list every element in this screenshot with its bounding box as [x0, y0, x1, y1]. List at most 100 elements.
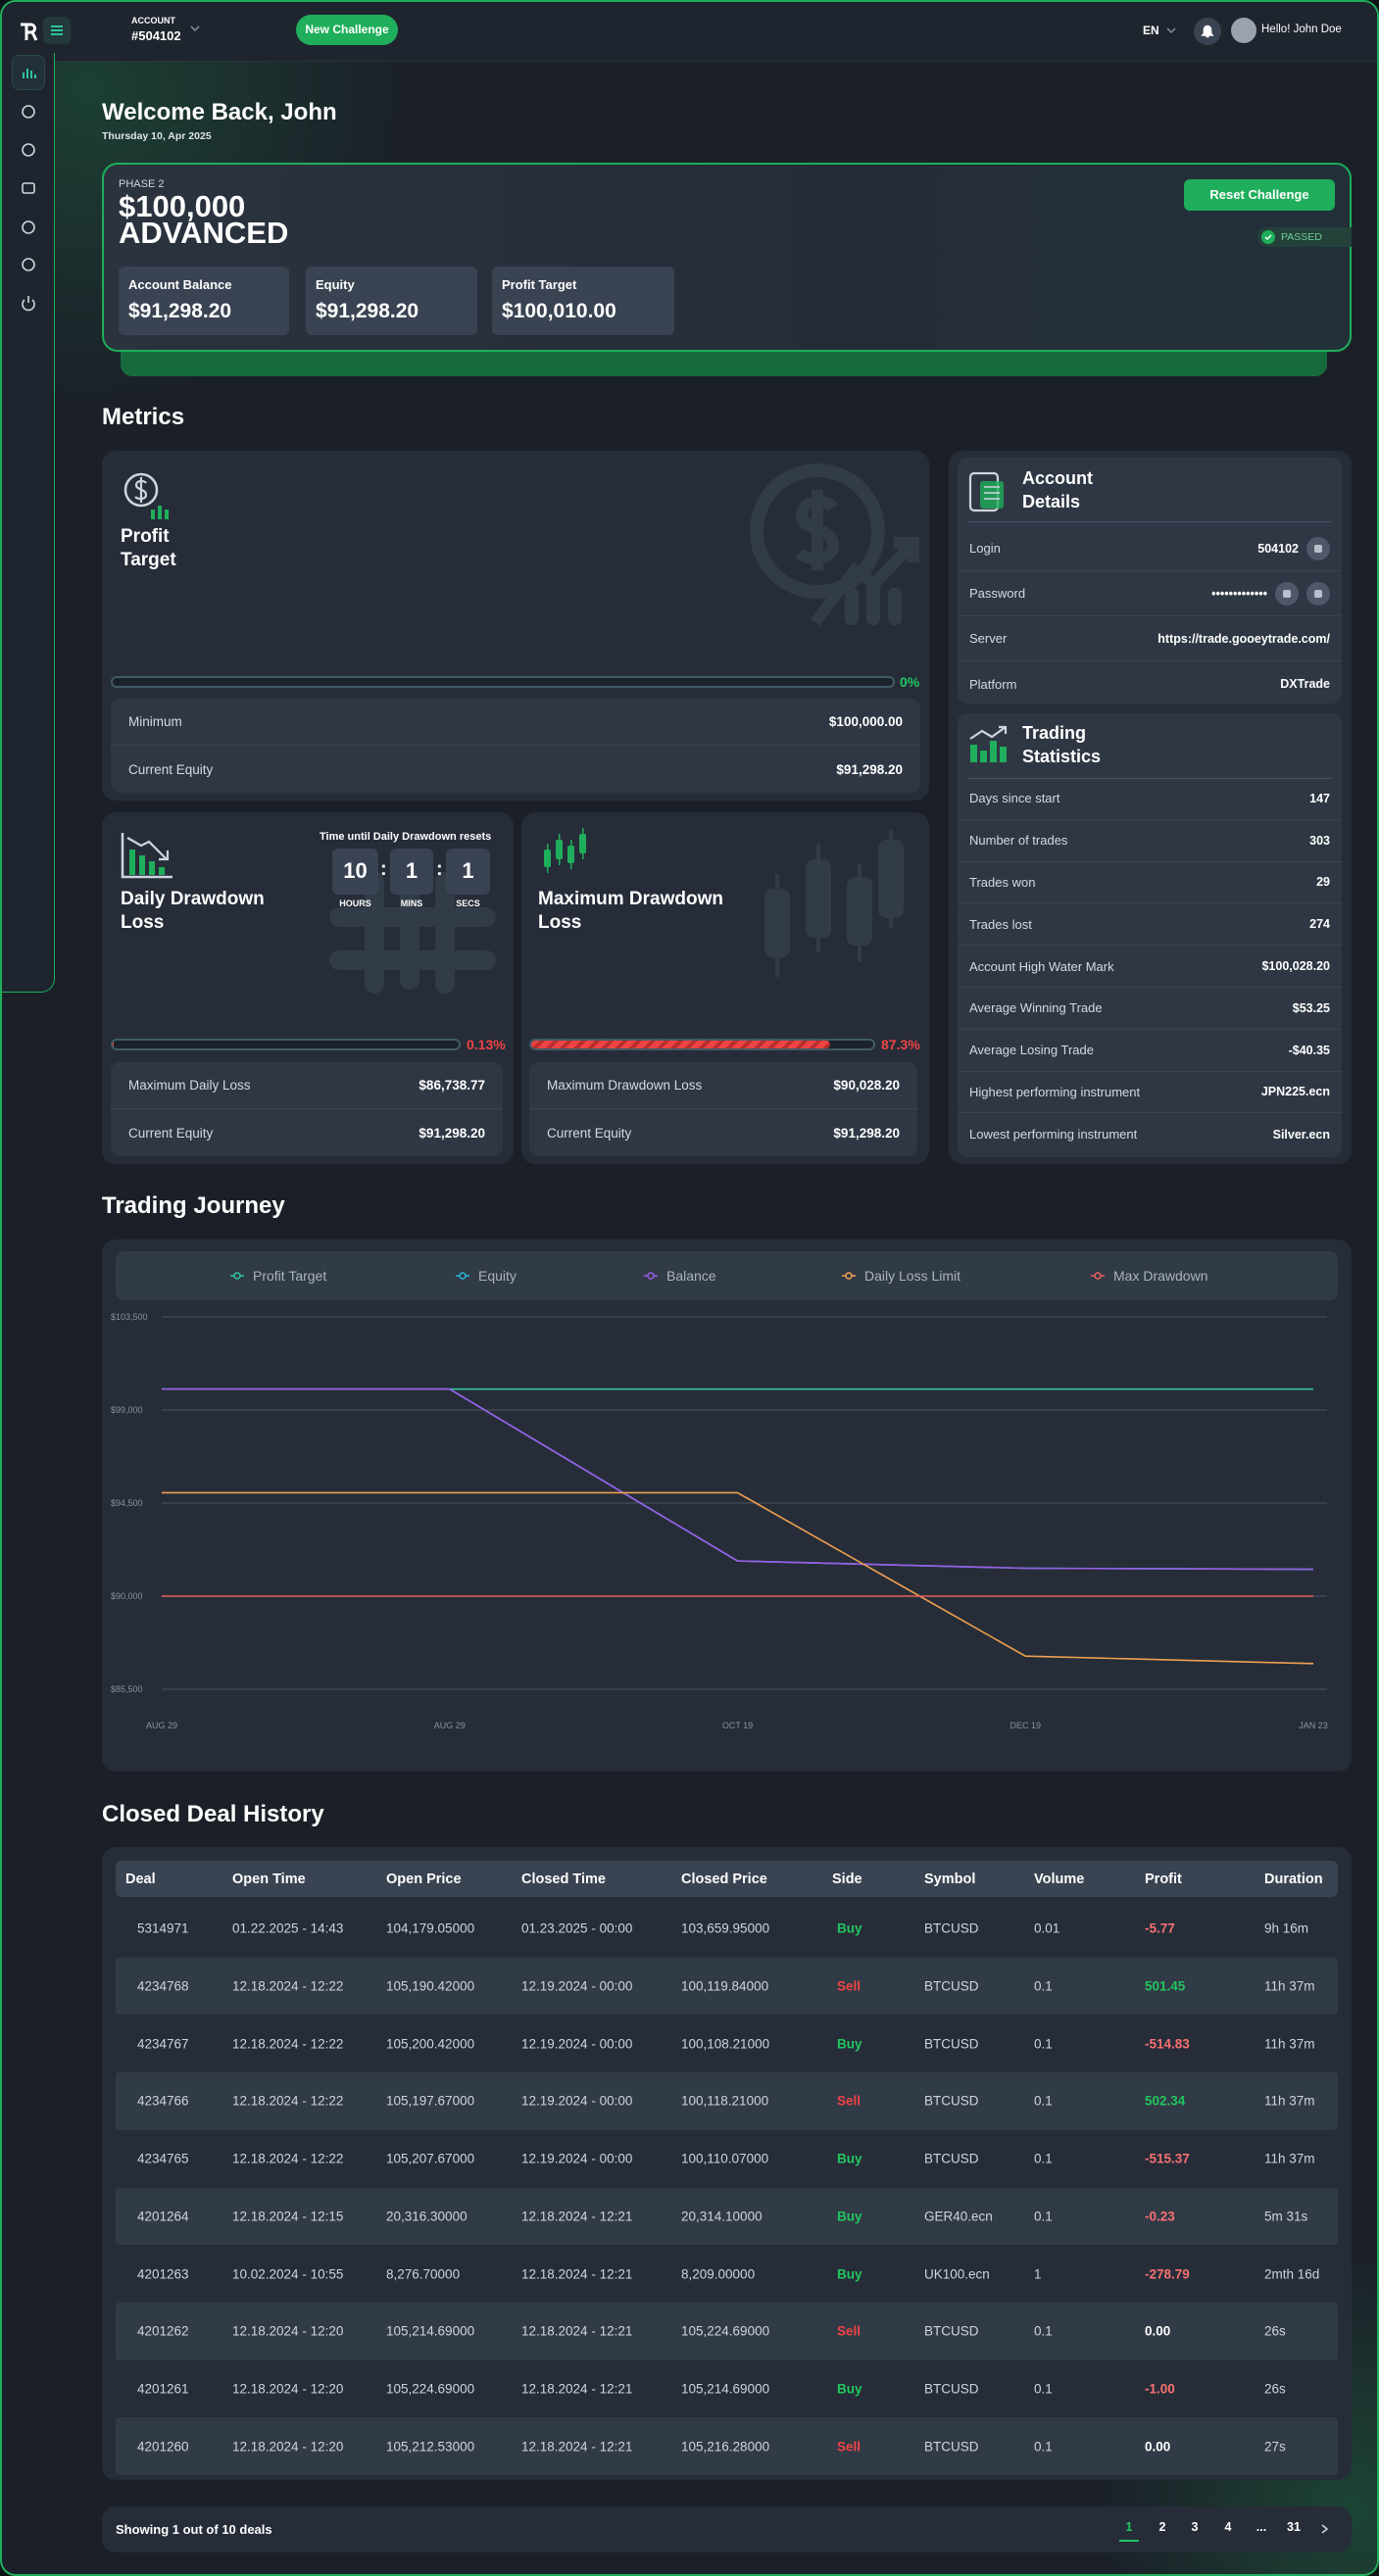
page-number[interactable]: 4	[1224, 2520, 1232, 2534]
row-value-wrap: DXTrade	[1280, 677, 1330, 691]
table-cell: 1	[1034, 2266, 1042, 2282]
detail-row: Days since start 147	[958, 778, 1342, 820]
table-cell: 4201263	[137, 2266, 189, 2282]
table-cell: 0.1	[1034, 2439, 1053, 2454]
x-tick-label: DEC 19	[1010, 1721, 1041, 1730]
stat-value: $91,298.20	[316, 300, 419, 322]
column-header: Symbol	[924, 1871, 976, 1887]
logo	[21, 23, 38, 41]
account-number: #504102	[131, 28, 181, 43]
table-cell: 01.22.2025 - 14:43	[232, 1920, 344, 1936]
table-cell: 26s	[1264, 2323, 1286, 2339]
row-value: $91,298.20	[419, 1125, 485, 1141]
profit-target-rows: Minimum $100,000.00 Current Equity $91,298.…	[111, 699, 920, 793]
next-page[interactable]	[1320, 2523, 1330, 2535]
max-drawdown-title: Maximum Drawdown Loss	[538, 889, 723, 933]
row-label: Average Losing Trade	[969, 1043, 1094, 1058]
reset-button[interactable]: Reset Challenge	[1184, 179, 1335, 211]
detail-row: Trades lost 274	[958, 903, 1342, 947]
row-label: Number of trades	[969, 833, 1068, 849]
page-number[interactable]: 1	[1119, 2520, 1139, 2542]
copy-icon[interactable]	[1306, 581, 1330, 606]
table-cell: Buy	[837, 1920, 862, 1936]
timer-secs: 1	[462, 858, 474, 883]
table-cell: 11h 37m	[1264, 2036, 1315, 2052]
table-cell: 105,200.42000	[386, 2036, 475, 2052]
page-number[interactable]: 31	[1287, 2520, 1301, 2534]
table-cell: 105,216.28000	[681, 2439, 770, 2454]
account-label: ACCOUNT	[131, 16, 175, 25]
chart-card	[102, 1239, 1352, 1772]
row-label: Trades lost	[969, 916, 1032, 932]
table-cell: Sell	[837, 2323, 862, 2339]
table-cell: GER40.ecn	[924, 2209, 993, 2224]
table-cell: 4234766	[137, 2093, 189, 2109]
table-cell: -1.00	[1145, 2381, 1175, 2397]
metric-row: Maximum Daily Loss $86,738.77	[111, 1062, 503, 1109]
row-label: Account High Water Mark	[969, 958, 1114, 974]
metric-row: Current Equity $91,298.20	[529, 1109, 917, 1156]
series-line	[162, 1387, 1314, 1571]
profit-target-title: Profit Target	[121, 526, 176, 570]
column-header: Volume	[1034, 1871, 1085, 1887]
table-cell: 20,316.30000	[386, 2209, 468, 2224]
new-challenge-button[interactable]: New Challenge	[296, 15, 398, 45]
table-cell: -515.37	[1145, 2151, 1190, 2166]
page-number[interactable]: 2	[1158, 2520, 1166, 2534]
table-cell: 105,224.69000	[681, 2323, 770, 2339]
row-value: 303	[1309, 833, 1330, 848]
metric-row: Current Equity $91,298.20	[111, 746, 920, 793]
x-tick-label: AUG 29	[434, 1721, 466, 1730]
row-value-wrap: 147	[1309, 792, 1330, 805]
row-band	[116, 2187, 1338, 2246]
top-bar	[2, 2, 1377, 62]
x-tick-label: AUG 29	[146, 1721, 177, 1730]
table-cell: 12.18.2024 - 12:15	[232, 2209, 344, 2224]
account-details-card	[958, 458, 1342, 704]
row-label: Average Winning Trade	[969, 1000, 1103, 1016]
table-cell: 8,209.00000	[681, 2266, 756, 2282]
trading-statistics-title: Trading Statistics	[1022, 723, 1102, 766]
deal-history-title: Closed Deal History	[102, 1801, 324, 1827]
legend-dot	[459, 1272, 467, 1280]
table-cell: 12.18.2024 - 12:22	[232, 2151, 344, 2166]
sidebar-icons[interactable]	[16, 100, 41, 316]
chart: Profit Target Equity Balance Daily Loss Lim…	[111, 1251, 1338, 1730]
table-cell: 5m 31s	[1264, 2209, 1308, 2224]
legend-dot	[1094, 1272, 1102, 1280]
table-cell: 12.18.2024 - 12:20	[232, 2439, 344, 2454]
legend-label: Daily Loss Limit	[864, 1268, 960, 1284]
avatar[interactable]	[1231, 18, 1256, 43]
detail-row: Trades won 29	[958, 862, 1342, 904]
table-cell: Buy	[837, 2036, 862, 2052]
timer-box	[446, 849, 490, 895]
max-drawdown-rows: Maximum Drawdown Loss $90,028.20 Current E…	[529, 1062, 917, 1156]
stat-box	[492, 267, 674, 335]
table-cell: Sell	[837, 2093, 862, 2109]
table-cell: Buy	[837, 2209, 862, 2224]
y-tick-label: $99,000	[111, 1405, 143, 1415]
trading-statistics-icon	[969, 725, 1008, 762]
chevron[interactable]	[190, 25, 200, 33]
page-number[interactable]: 3	[1191, 2520, 1199, 2534]
copy-icon[interactable]	[1306, 536, 1330, 560]
menu-button[interactable]	[43, 17, 71, 44]
metric-row: Maximum Drawdown Loss $90,028.20	[529, 1062, 917, 1109]
icon-dot	[1283, 589, 1291, 598]
row-value: 147	[1309, 791, 1330, 805]
trading-statistics-card	[958, 713, 1342, 1157]
table-cell: 103,659.95000	[681, 1920, 770, 1936]
column-header: Duration	[1264, 1871, 1323, 1887]
table-cell: 9h 16m	[1264, 1920, 1309, 1936]
language[interactable]: EN	[1143, 24, 1159, 37]
sidebar-active[interactable]	[12, 55, 45, 90]
notification-bell[interactable]	[1194, 18, 1221, 45]
table-cell: -278.79	[1145, 2266, 1190, 2282]
detail-row: Login 504102	[958, 526, 1342, 571]
page-number[interactable]: ...	[1256, 2520, 1267, 2534]
row-label: Days since start	[969, 791, 1060, 806]
row-value: Silver.ecn	[1272, 1127, 1330, 1142]
table-cell: 12.18.2024 - 12:21	[521, 2266, 633, 2282]
table-cell: Sell	[837, 2439, 862, 2454]
eye-icon[interactable]	[1275, 581, 1299, 606]
